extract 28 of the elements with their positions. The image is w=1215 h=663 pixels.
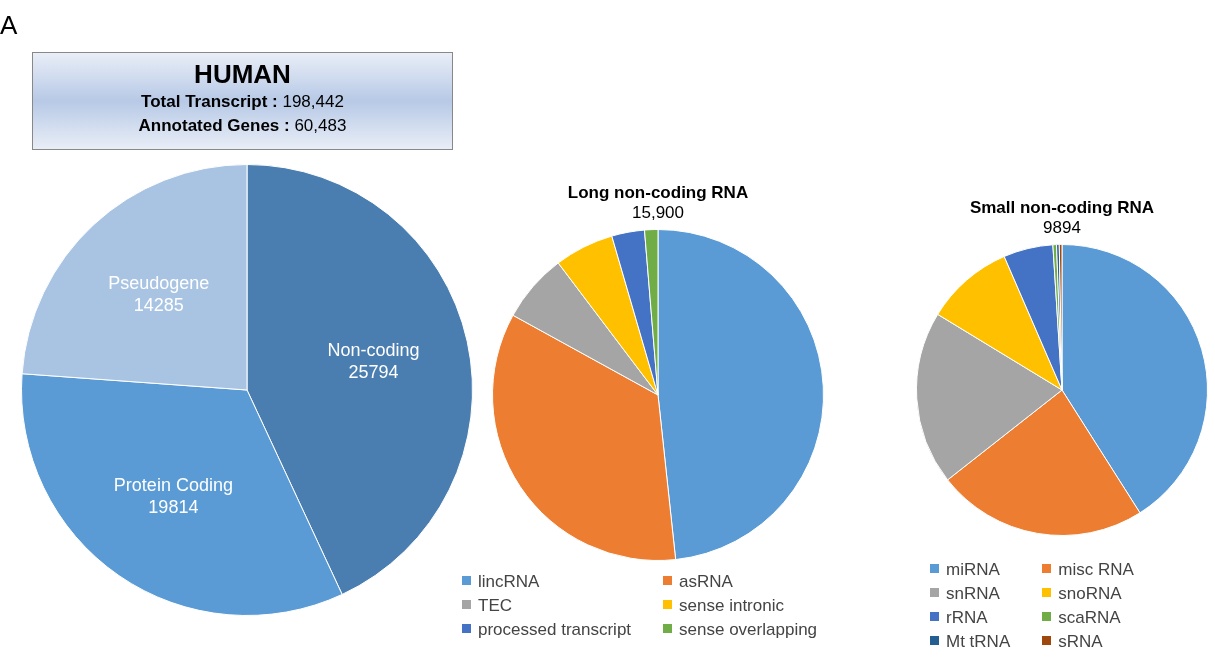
- chart-title: Long non-coding RNA: [566, 183, 750, 203]
- data-label: 19814: [148, 496, 199, 517]
- chart-subtitle: 9894: [1042, 218, 1082, 238]
- legend-label: sense intronic: [679, 596, 784, 615]
- legend-label: sRNA: [1058, 632, 1103, 651]
- legend-label: processed transcript: [478, 620, 632, 639]
- text: A: [0, 10, 18, 41]
- legend-label: lincRNA: [478, 572, 540, 591]
- legend-label: Mt tRNA: [946, 632, 1011, 651]
- chart-title: Small non-coding RNA: [968, 198, 1156, 218]
- legend-label: scaRNA: [1058, 608, 1121, 627]
- legend-label: sense overlapping: [679, 620, 818, 639]
- data-label: 25794: [348, 361, 399, 382]
- legend-label: TEC: [478, 596, 512, 615]
- slice-label: Pseudogene: [108, 273, 210, 294]
- chart-subtitle: 15,900: [631, 203, 685, 223]
- text: Total Transcript : 198,442: [140, 91, 345, 113]
- slice-label: Non-coding: [327, 339, 420, 360]
- legend-label: snoRNA: [1058, 584, 1122, 603]
- legend-label: asRNA: [679, 572, 733, 591]
- slice-label: Protein Coding: [113, 474, 233, 495]
- legend-label: miRNA: [946, 560, 1000, 579]
- legend-label: rRNA: [946, 608, 988, 627]
- legend-label: misc RNA: [1058, 560, 1134, 579]
- chart-title: HUMAN: [193, 59, 292, 90]
- legend-label: snRNA: [946, 584, 1000, 603]
- data-label: 14285: [133, 295, 184, 316]
- text: Annotated Genes : 60,483: [137, 115, 348, 137]
